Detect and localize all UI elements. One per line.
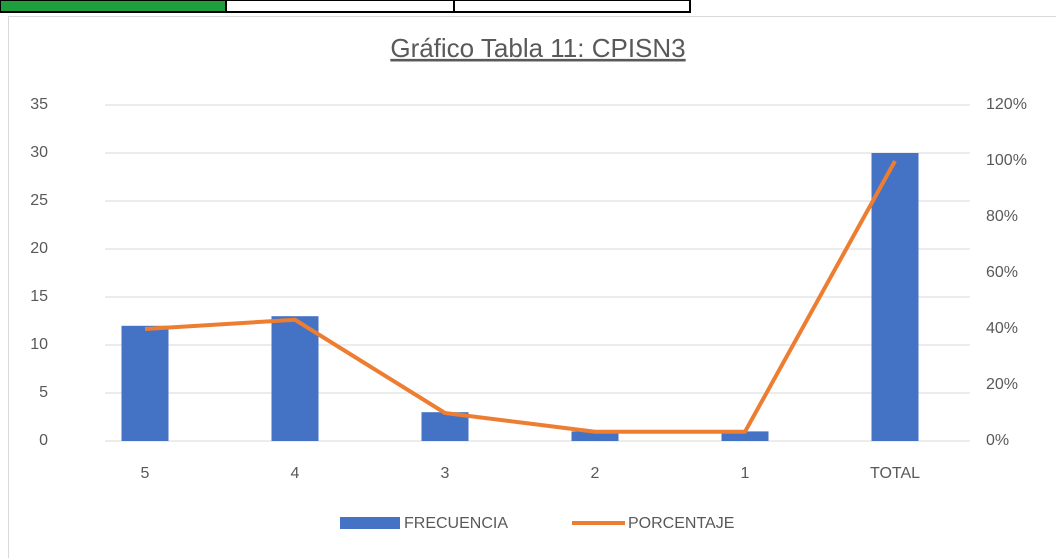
y2-tick-label: 60%	[986, 264, 1018, 281]
x-tick-label: 3	[441, 465, 450, 482]
legend-swatch	[340, 517, 400, 529]
y-tick-label: 30	[30, 144, 48, 161]
bar	[121, 325, 169, 441]
y-tick-label: 20	[30, 240, 48, 257]
x-tick-label: 5	[141, 465, 150, 482]
chart-frame	[8, 16, 1056, 558]
bar	[271, 316, 319, 441]
line	[144, 160, 897, 434]
y-tick-label: 5	[39, 384, 48, 401]
y-tick-label: 35	[30, 96, 48, 113]
y2-tick-label: 120%	[986, 96, 1027, 113]
bar	[871, 153, 919, 441]
cell	[453, 0, 691, 13]
legend-label: PORCENTAJE	[628, 515, 734, 532]
y-tick-label: 10	[30, 336, 48, 353]
y2-tick-label: 0%	[986, 432, 1009, 449]
y-tick-label: 25	[30, 192, 48, 209]
x-tick-label: 1	[741, 465, 750, 482]
y-tick-label: 0	[39, 432, 48, 449]
y-tick-label: 15	[30, 288, 48, 305]
x-tick-label: 2	[591, 465, 600, 482]
bar	[571, 431, 619, 441]
y2-tick-label: 40%	[986, 320, 1018, 337]
x-tick-label: TOTAL	[870, 465, 920, 482]
bar	[721, 431, 769, 441]
bar	[421, 412, 469, 441]
x-tick-label: 4	[291, 465, 300, 482]
cell	[225, 0, 455, 13]
legend-label: FRECUENCIA	[404, 515, 508, 532]
y2-tick-label: 20%	[986, 376, 1018, 393]
cell	[0, 0, 227, 13]
chart-title: Gráfico Tabla 11: CPISN3	[390, 33, 685, 63]
y2-tick-label: 80%	[986, 208, 1018, 225]
y2-tick-label: 100%	[986, 152, 1027, 169]
